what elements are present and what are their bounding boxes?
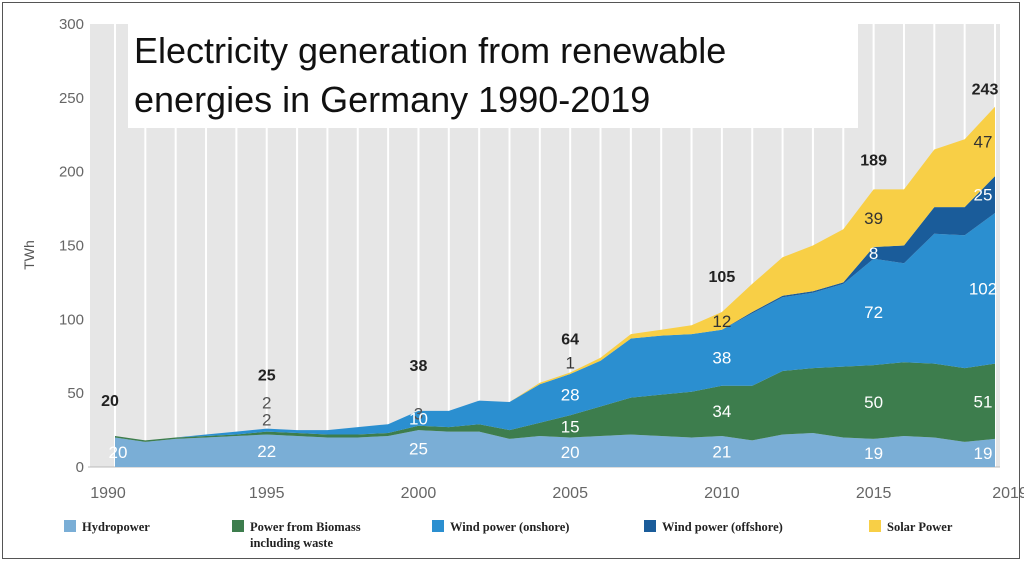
area-series-0 [115, 430, 995, 467]
x-tick-label: 2000 [401, 485, 437, 502]
chart-title: Electricity generation from renewable en… [134, 30, 736, 120]
chart-title-line-2: energies in Germany 1990-2019 [134, 79, 650, 120]
data-label: 25 [409, 440, 428, 459]
legend: Hydropower Power from Biomass including wa… [64, 520, 953, 550]
total-label: 189 [860, 152, 887, 169]
y-tick-label: 200 [59, 164, 84, 181]
data-label: 12 [712, 312, 731, 331]
legend-label-1: Power from Biomass including waste [250, 520, 361, 550]
y-tick-label: 300 [59, 16, 84, 33]
y-axis-ticks: 0 50 100 150 200 250 300 [59, 16, 84, 476]
data-label: 51 [974, 392, 993, 411]
x-tick-label: 2019 [992, 485, 1024, 502]
title-box [128, 24, 858, 128]
legend-label-4: Solar Power [887, 520, 953, 534]
data-label: 50 [864, 393, 883, 412]
data-label: 72 [864, 303, 883, 322]
legend-label-0: Hydropower [82, 520, 150, 534]
data-label: 10 [409, 409, 428, 428]
legend-swatch-4 [869, 520, 881, 532]
total-label: 64 [561, 331, 579, 348]
data-label: 8 [869, 244, 878, 263]
data-label: 39 [864, 209, 883, 228]
data-label: 2 [262, 411, 271, 430]
data-label: 1 [565, 353, 574, 372]
data-label: 28 [561, 386, 580, 405]
area-series-2 [115, 213, 995, 441]
data-label: 20 [109, 443, 128, 462]
data-label: 19 [974, 444, 993, 463]
total-label: 20 [101, 393, 119, 410]
data-label: 102 [969, 279, 997, 298]
legend-swatch-1 [232, 520, 244, 532]
data-label: 20 [561, 443, 580, 462]
data-label: 38 [712, 349, 731, 368]
total-label: 243 [972, 82, 999, 99]
y-tick-label: 50 [67, 385, 84, 402]
data-label: 3 [414, 405, 423, 424]
legend-swatch-2 [432, 520, 444, 532]
area-series-4 [115, 106, 995, 441]
data-label: 22 [257, 442, 276, 461]
x-tick-label: 2005 [552, 485, 588, 502]
total-label: 105 [709, 269, 736, 286]
data-label: 15 [561, 417, 580, 436]
data-label: 19 [864, 444, 883, 463]
legend-swatch-0 [64, 520, 76, 532]
data-labels: 20 22222531020152812134381219507283919511… [109, 132, 998, 463]
y-tick-label: 150 [59, 238, 84, 255]
chart-title-line-1: Electricity generation from renewable [134, 30, 726, 71]
legend-label-3: Wind power (offshore) [662, 520, 783, 534]
data-label: 21 [712, 442, 731, 461]
stacked-areas [115, 106, 995, 467]
y-tick-label: 250 [59, 90, 84, 107]
y-axis-label: TWh [21, 240, 37, 270]
y-tick-label: 100 [59, 311, 84, 328]
data-label: 2 [262, 394, 271, 413]
data-label: 34 [712, 402, 731, 421]
total-label: 38 [410, 358, 428, 375]
legend-label-2: Wind power (onshore) [450, 520, 569, 534]
x-tick-label: 1990 [90, 485, 126, 502]
data-label: 25 [974, 186, 993, 205]
area-series-1 [115, 362, 995, 442]
y-tick-label: 0 [76, 459, 84, 476]
x-tick-label: 2010 [704, 485, 740, 502]
x-tick-label: 2015 [856, 485, 892, 502]
x-axis-ticks: 1990 1995 2000 2005 2010 2015 2019 [90, 485, 1024, 502]
total-labels: 20 25 38 64 105 189 243 [101, 82, 998, 410]
total-label: 25 [258, 368, 276, 385]
legend-swatch-3 [644, 520, 656, 532]
data-label: 47 [974, 132, 993, 151]
x-tick-label: 1995 [249, 485, 285, 502]
